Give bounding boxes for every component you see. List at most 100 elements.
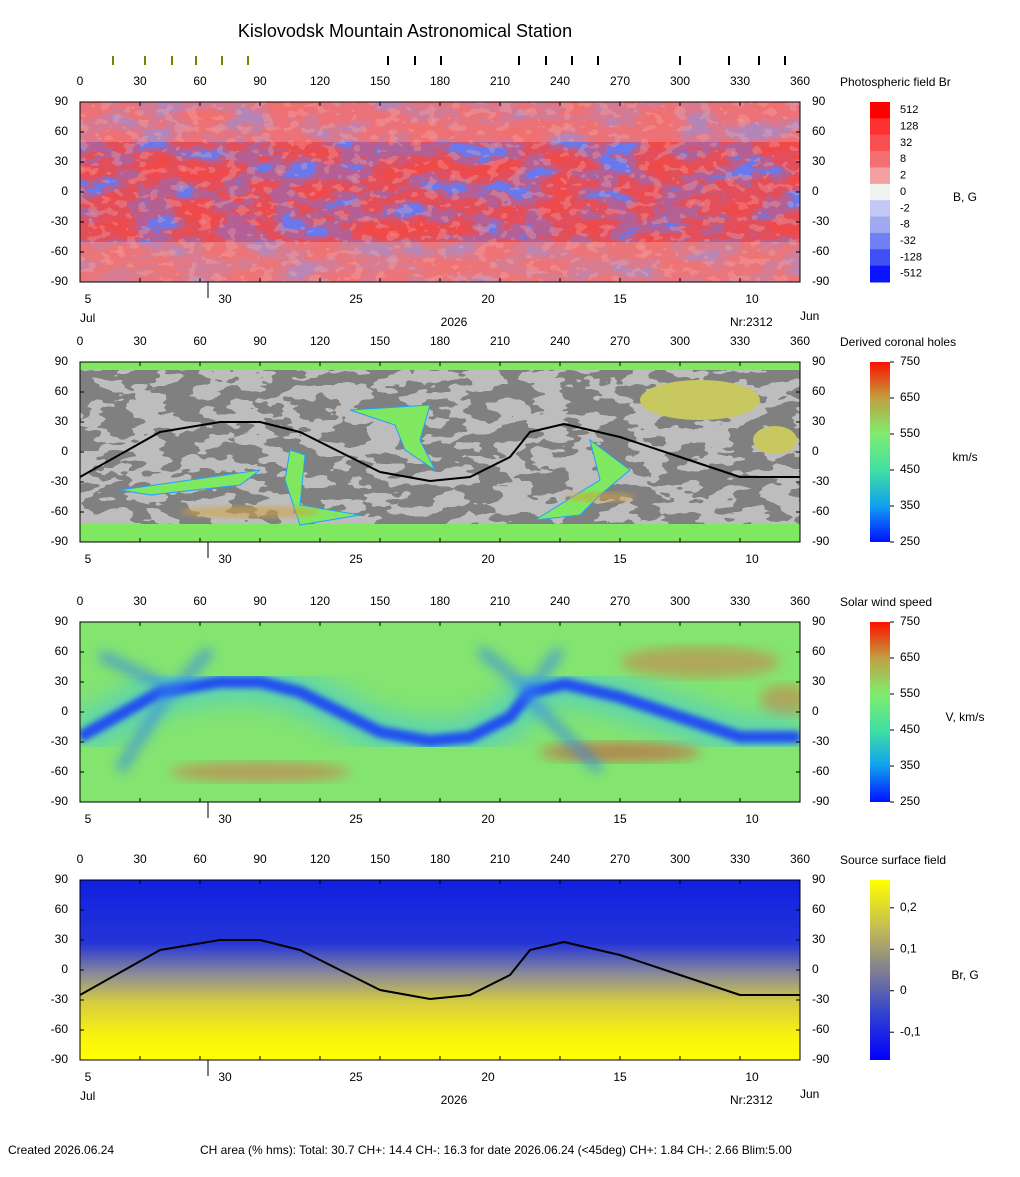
y-tick-label: 0 <box>61 444 68 458</box>
colorbar-tick-label: 450 <box>900 722 920 736</box>
x-tick-label: 120 <box>310 852 330 866</box>
colorbar-level <box>870 151 890 168</box>
x-tick-label: 150 <box>370 74 390 88</box>
colorbar-tick-label: 350 <box>900 498 920 512</box>
y-tick-label: 30 <box>55 674 69 688</box>
x-tick-label: 270 <box>610 852 630 866</box>
colorbar-tick-label: 8 <box>900 153 906 165</box>
date-tick-label: 25 <box>349 1070 363 1084</box>
x-tick-label: 120 <box>310 74 330 88</box>
y-tick-label: 60 <box>812 384 826 398</box>
x-tick-label: 300 <box>670 852 690 866</box>
colorbar <box>870 880 890 1060</box>
y-tick-label: -90 <box>51 794 69 808</box>
coronal-hole-map <box>80 362 800 542</box>
colorbar-tick-label: 0,2 <box>900 900 917 914</box>
colorbar-tick-label: 32 <box>900 137 912 149</box>
month-label: Jun <box>800 309 819 323</box>
y-tick-label: 60 <box>55 384 69 398</box>
colorbar-tick-label: -512 <box>900 268 922 280</box>
colorbar-level <box>870 102 890 119</box>
y-tick-label: 60 <box>812 644 826 658</box>
x-tick-label: 360 <box>790 334 810 348</box>
colorbar-title: Solar wind speed <box>840 595 932 609</box>
x-tick-label: 0 <box>77 594 84 608</box>
x-tick-label: 60 <box>193 594 207 608</box>
colorbar-level <box>870 167 890 185</box>
y-tick-label: -30 <box>51 734 69 748</box>
date-tick-label: 30 <box>218 292 232 306</box>
footer-summary: CH area (% hms): Total: 30.7 CH+: 14.4 C… <box>200 1143 792 1157</box>
footer-created: Created 2026.06.24 <box>8 1143 114 1157</box>
fast-wind-region <box>170 762 350 782</box>
colorbar-tick-label: 0 <box>900 186 906 198</box>
y-tick-label: 30 <box>812 674 826 688</box>
x-tick-label: 270 <box>610 74 630 88</box>
x-tick-label: 150 <box>370 334 390 348</box>
neutral-line <box>79 421 800 482</box>
colorbar-tick-label: 250 <box>900 794 920 808</box>
y-tick-label: 0 <box>61 704 68 718</box>
colorbar-label: Br, G <box>951 968 978 982</box>
y-tick-label: -90 <box>51 1052 69 1066</box>
y-tick-label: 0 <box>812 962 819 976</box>
solar-wind-map <box>80 622 800 802</box>
date-tick-label: 20 <box>481 812 495 826</box>
x-tick-label: 210 <box>490 594 510 608</box>
x-tick-label: 300 <box>670 594 690 608</box>
date-tick-label: 15 <box>613 292 627 306</box>
x-tick-label: 0 <box>77 852 84 866</box>
y-tick-label: 0 <box>61 184 68 198</box>
y-tick-label: -60 <box>51 764 69 778</box>
y-tick-label: 90 <box>812 354 826 368</box>
date-tick-label: 20 <box>481 292 495 306</box>
y-tick-label: -90 <box>812 534 830 548</box>
colorbar-tick-label: 2 <box>900 170 906 182</box>
coronal-hole <box>119 469 261 496</box>
y-tick-label: -90 <box>51 274 69 288</box>
y-tick-label: -30 <box>51 214 69 228</box>
y-tick-label: -30 <box>812 992 830 1006</box>
photospheric-map <box>80 102 800 282</box>
colorbar-tick-label: 550 <box>900 686 920 700</box>
y-tick-label: -60 <box>51 244 69 258</box>
x-tick-label: 0 <box>77 334 84 348</box>
coronal-hole <box>534 438 631 521</box>
colorbar-tick-label: -0,1 <box>900 1024 921 1038</box>
x-tick-label: 360 <box>790 74 810 88</box>
chart-title: Kislovodsk Mountain Astronomical Station <box>238 21 572 41</box>
y-tick-label: -60 <box>51 1022 69 1036</box>
date-tick-label: 30 <box>218 812 232 826</box>
colorbar <box>870 362 890 542</box>
colorbar-tick-label: 650 <box>900 650 920 664</box>
y-tick-label: 0 <box>812 184 819 198</box>
colorbar-level <box>870 118 890 136</box>
y-tick-label: 30 <box>812 154 826 168</box>
y-tick-label: 90 <box>55 614 69 628</box>
fast-wind-region <box>540 742 700 762</box>
colorbar-level <box>870 216 890 234</box>
x-tick-label: 330 <box>730 852 750 866</box>
y-tick-label: -30 <box>51 992 69 1006</box>
x-tick-label: 210 <box>490 74 510 88</box>
x-tick-label: 60 <box>193 334 207 348</box>
neutral-line <box>79 939 800 1000</box>
colorbar-tick-label: 250 <box>900 534 920 548</box>
x-tick-label: 330 <box>730 334 750 348</box>
y-tick-label: 60 <box>55 644 69 658</box>
colorbar-level <box>870 183 890 201</box>
x-tick-label: 30 <box>133 852 147 866</box>
source-surface-map <box>80 880 800 1060</box>
colorbar-level <box>870 265 890 283</box>
date-tick-label: 5 <box>85 292 92 306</box>
slow-wind-band <box>80 676 800 748</box>
y-tick-label: -90 <box>812 794 830 808</box>
month-label: Jul <box>80 311 95 325</box>
colorbar-title: Derived coronal holes <box>840 335 956 349</box>
x-tick-label: 330 <box>730 594 750 608</box>
fast-wind-region <box>760 684 800 716</box>
y-tick-label: -30 <box>812 214 830 228</box>
y-tick-label: 30 <box>812 932 826 946</box>
colorbar-label: km/s <box>952 450 977 464</box>
colorbar-tick-label: 350 <box>900 758 920 772</box>
